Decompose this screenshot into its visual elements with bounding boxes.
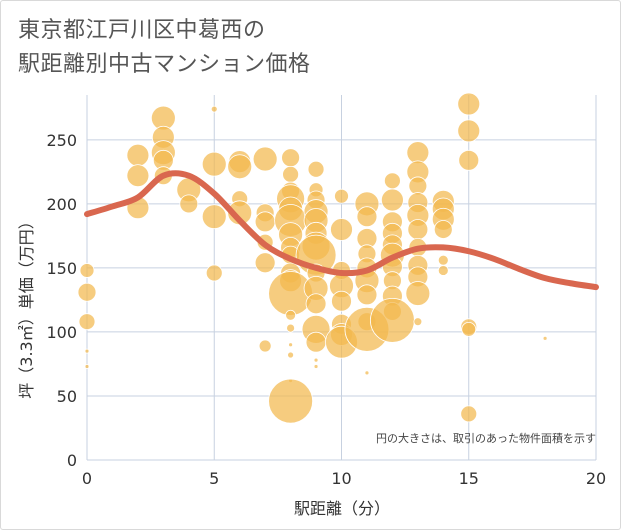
- bubble: [201, 204, 227, 230]
- bubble: [406, 141, 430, 165]
- bubble: [334, 188, 349, 204]
- bubble: [179, 194, 199, 214]
- bubble: [254, 211, 276, 233]
- bubble: [79, 263, 95, 278]
- bubble: [542, 335, 548, 341]
- bubble: [282, 166, 300, 183]
- bubble: [126, 164, 150, 188]
- y-tick-label: 150: [46, 259, 77, 278]
- bubble: [364, 370, 370, 376]
- bubble: [461, 321, 477, 337]
- bubble: [437, 265, 449, 276]
- bubble: [413, 317, 423, 327]
- bubble: [433, 220, 453, 239]
- bubble: [356, 206, 378, 228]
- bubble: [254, 252, 276, 274]
- bubble: [252, 146, 278, 172]
- bubble: [307, 160, 325, 178]
- bubble: [457, 119, 481, 143]
- bubble: [78, 313, 96, 331]
- bubble: [313, 357, 319, 363]
- bubble: [305, 293, 327, 315]
- size-note: 円の大きさは、取引のあった物件面積を示す: [376, 431, 596, 445]
- bubble: [285, 309, 297, 321]
- x-tick-label: 15: [459, 469, 479, 488]
- bubble: [330, 218, 353, 241]
- bubble: [227, 154, 253, 180]
- bubble: [305, 331, 327, 353]
- bubble: [405, 281, 431, 306]
- bubble: [258, 339, 272, 353]
- bubble: [460, 405, 478, 423]
- bubble: [356, 284, 378, 306]
- y-tick-label: 50: [57, 387, 77, 406]
- bubble: [458, 149, 480, 171]
- bubble: [268, 378, 314, 424]
- bubble: [369, 298, 415, 343]
- bubble: [287, 351, 295, 359]
- x-tick-label: 20: [586, 469, 606, 488]
- bubble: [288, 342, 294, 348]
- bubble: [331, 290, 352, 312]
- bubble: [227, 200, 253, 226]
- bubble: [201, 151, 227, 177]
- y-tick-label: 0: [67, 451, 77, 470]
- bubble: [457, 92, 481, 116]
- bubble: [380, 188, 404, 212]
- bubble: [84, 348, 90, 354]
- x-tick-label: 0: [82, 469, 92, 488]
- chart-title: 東京都江戸川区中葛西の 駅距離別中古マンション価格: [18, 14, 311, 82]
- bubble: [407, 219, 429, 240]
- bubble: [84, 364, 90, 369]
- bubble: [437, 254, 449, 266]
- title-line-2: 駅距離別中古マンション価格: [18, 52, 311, 77]
- bubble: [77, 282, 97, 302]
- bubble: [210, 105, 218, 113]
- bubble: [281, 148, 301, 168]
- x-tick-label: 5: [209, 469, 219, 488]
- y-tick-label: 100: [46, 323, 77, 342]
- bubble: [286, 323, 296, 333]
- y-axis-label: 坪（3.3㎡）単価（万円）: [17, 213, 36, 398]
- x-axis-label: 駅距離（分）: [294, 499, 390, 518]
- trend-line: [84, 170, 599, 291]
- bubble: [313, 364, 319, 369]
- title-line-1: 東京都江戸川区中葛西の: [18, 18, 266, 43]
- y-tick-label: 200: [46, 195, 77, 214]
- y-tick-label: 250: [46, 131, 77, 150]
- bubble: [126, 143, 150, 167]
- bubble: [205, 264, 223, 282]
- bubble: [383, 172, 401, 190]
- x-tick-label: 10: [331, 469, 351, 488]
